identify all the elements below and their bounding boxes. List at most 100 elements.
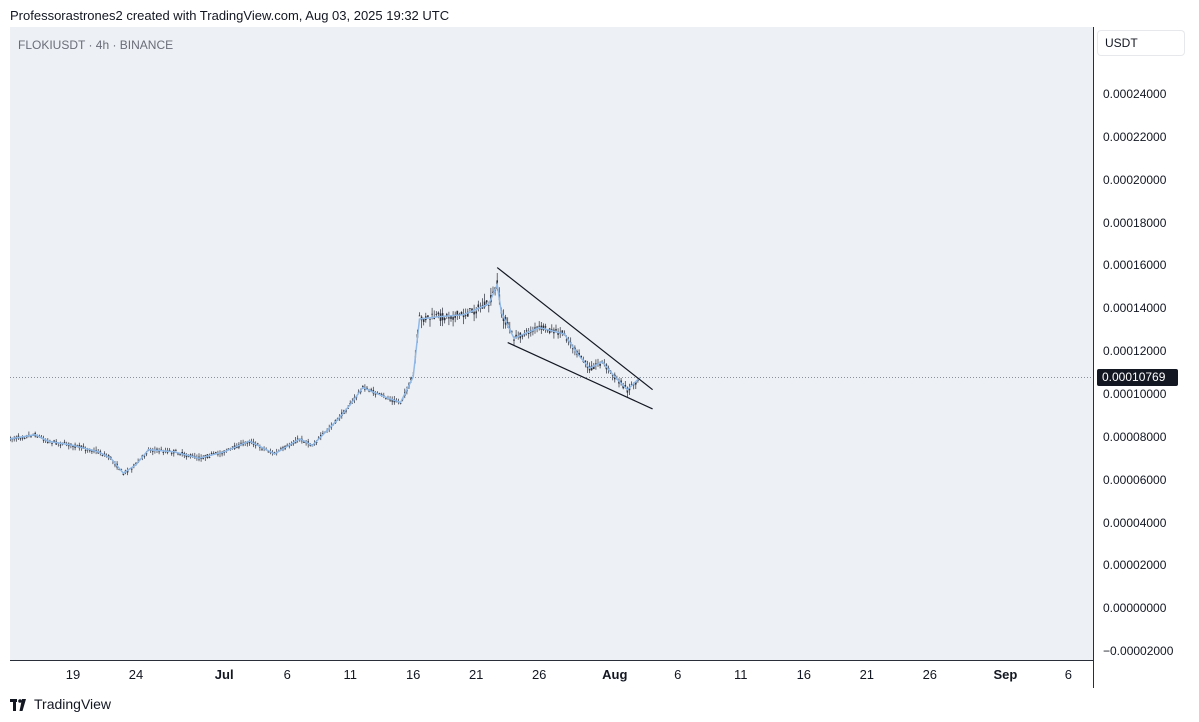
date-tick-label: Aug [602, 667, 628, 682]
candle-body [215, 452, 217, 453]
candle-body [21, 437, 24, 439]
candle-body [158, 451, 160, 453]
candle-body [152, 450, 154, 452]
candle-body [427, 315, 429, 318]
candle-body [557, 331, 559, 335]
candle-body [185, 455, 188, 457]
candle-body [36, 436, 39, 438]
candle-body [240, 442, 242, 444]
date-tick-label: 16 [405, 667, 421, 682]
candle-body [593, 365, 595, 369]
candle-body [450, 316, 452, 319]
candle-body [572, 348, 574, 350]
tradingview-logo[interactable]: TradingView [10, 696, 111, 712]
last-price-tag: 0.00010769 [1097, 368, 1178, 386]
plot-area[interactable] [10, 27, 1093, 660]
candle-body [632, 384, 635, 386]
time-axis[interactable]: 19 24 Jul 6 11 16 21 26 Aug 6 11 16 21 26 Sep 6 [10, 660, 1093, 689]
candle-body [448, 317, 450, 319]
candle-body [443, 318, 446, 321]
wedge-lower-trendline[interactable] [507, 341, 653, 410]
candle-body [170, 452, 173, 454]
candle-body [212, 453, 215, 454]
date-tick-label: 11 [734, 667, 748, 682]
price-tick-label: 0.00024000 [1103, 87, 1167, 101]
candle-body [536, 326, 538, 328]
candle-body [122, 473, 125, 475]
candle-body [257, 443, 259, 445]
candle-body [378, 393, 381, 394]
candle-body [175, 450, 177, 452]
candle-body [485, 300, 488, 303]
candle-body [322, 433, 324, 434]
price-tick-label: 0.00000000 [1103, 601, 1167, 616]
candle-body [347, 408, 349, 409]
price-tick-label: 0.00002000 [1103, 558, 1167, 573]
candle-body [280, 448, 282, 450]
candle-body [80, 445, 83, 448]
candle-body [473, 311, 475, 315]
candle-body [546, 330, 549, 332]
date-tick-label: 16 [796, 667, 812, 682]
tradingview-brand: TradingView [34, 696, 112, 712]
date-tick-label: 26 [531, 667, 547, 682]
candle-body [131, 468, 133, 470]
wedge-upper-trendline[interactable] [496, 267, 653, 391]
candle-body [97, 452, 99, 454]
candle-body [63, 441, 66, 443]
candle-body [538, 325, 540, 327]
date-tick-label: 21 [468, 667, 484, 682]
candle-body [475, 311, 477, 314]
candle-body [488, 305, 490, 306]
currency-button[interactable]: USDT [1098, 31, 1184, 55]
price-tick-label: 0.00008000 [1103, 429, 1167, 444]
candle-body [525, 330, 528, 332]
candle-body [483, 301, 486, 308]
candle-body [635, 382, 637, 385]
candle-body [179, 454, 181, 456]
candle-body [542, 325, 545, 330]
price-tick-label: 0.00022000 [1103, 129, 1167, 144]
candle-body [561, 330, 564, 334]
candle-body [202, 458, 204, 459]
candle-body [544, 326, 547, 328]
date-tick-label: 24 [128, 667, 144, 682]
candle-body [286, 444, 288, 446]
date-tick-label: 6 [674, 667, 682, 682]
candle-body [120, 469, 123, 470]
price-tick-label: 0.00020000 [1103, 172, 1167, 187]
symbol-label: FLOKIUSDT · 4h · BINANCE [18, 38, 174, 52]
candle-body [59, 444, 62, 446]
candle-body [114, 464, 116, 466]
candle-body [143, 455, 146, 457]
candle-body [578, 352, 580, 356]
price-tick-label: −0.00002000 [1103, 644, 1174, 659]
candle-body [555, 329, 557, 331]
candle-body [435, 314, 438, 315]
price-axis[interactable]: USDT 0.00024000 0.00022000 0.00020000 0.000… [1093, 27, 1191, 688]
candle-body [446, 314, 448, 316]
candle-body [19, 438, 22, 440]
candle-body [70, 443, 72, 445]
date-tick-label: 6 [283, 667, 291, 682]
candle-body [145, 453, 148, 455]
candle-body [599, 363, 601, 366]
candle-body [433, 318, 435, 319]
candle-body [410, 377, 412, 381]
candle-body [565, 339, 568, 341]
candle-body [261, 448, 263, 450]
candle-body [118, 469, 120, 470]
candle-body [72, 445, 74, 447]
candle-body [622, 385, 624, 389]
candle-body [380, 394, 383, 395]
candle-body [422, 319, 425, 322]
candle-body [431, 313, 433, 315]
candle-body [586, 366, 589, 368]
candle-body [515, 334, 517, 338]
chart-frame[interactable]: FLOKIUSDT · 4h · BINANCE USDT 0.00024000… [10, 27, 1191, 689]
price-chart[interactable] [10, 27, 1093, 660]
candle-body [156, 448, 158, 450]
price-tick-label: 0.00004000 [1103, 515, 1167, 530]
candle-body [527, 333, 530, 334]
candle-body [246, 442, 249, 444]
